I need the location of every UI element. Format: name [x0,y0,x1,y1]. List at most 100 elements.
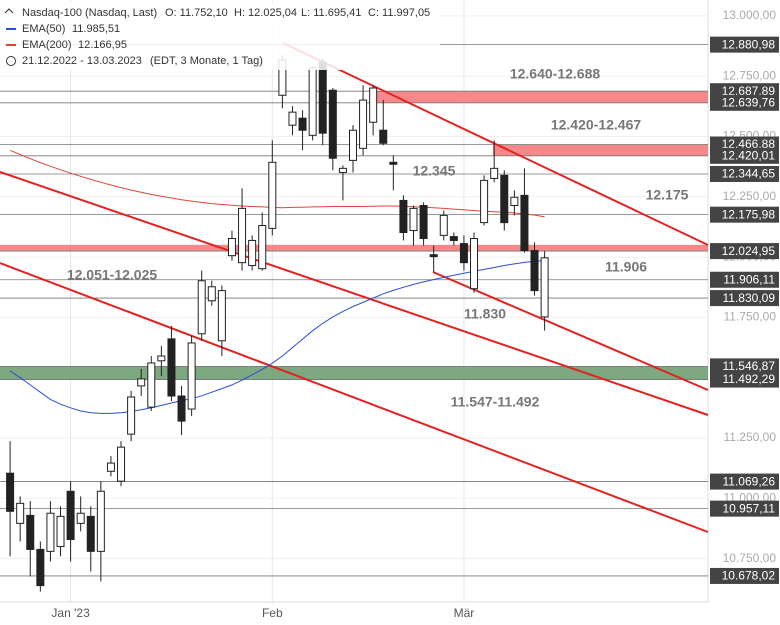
candle-body [338,167,347,173]
candle-body [197,280,206,335]
candle-body [177,395,186,422]
x-tick-label: Jan '23 [51,606,90,620]
price-box [710,36,779,53]
candle-body [127,396,136,435]
legend-title: Nasdaq-100 (Nasdaq, Last) [22,7,157,19]
candle-body [16,502,25,524]
candle-body [147,362,156,408]
price-label: 11.830,09 [723,291,776,305]
candle-body [490,167,499,179]
candle-body [389,161,398,165]
price-label: 11.906,11 [723,272,775,286]
candle-body [137,378,146,387]
candle-body [96,490,105,552]
legend-low: L: 11.695,41 [301,7,361,19]
x-tick-label: Feb [262,606,283,620]
candle-body [348,129,357,161]
price-label: 11.546,87 [723,359,776,373]
candle-body [318,61,327,134]
x-tick-label: Mär [454,606,475,620]
candle-body [470,238,479,290]
price-box [710,243,779,260]
candle-body [46,512,55,552]
candle-body [500,174,509,224]
price-label: 12.175,98 [722,207,776,221]
price-label: 12.639,76 [722,95,776,109]
candle-body [106,462,115,472]
legend-value: 11.985,51 [72,23,120,35]
zone [375,91,708,103]
price-box [710,567,779,584]
candle-body [6,472,15,512]
price-box [710,371,779,388]
zone-label: 12.051-12.025 [67,267,158,283]
price-label: 12.420,01 [722,148,776,162]
candle-body [480,179,489,224]
candle-body [439,214,448,236]
candle-body [258,225,267,270]
legend-icon [4,8,14,14]
price-label: 12.880,98 [722,37,776,51]
candle-body [268,161,277,229]
price-label: 11.492,29 [723,372,776,386]
y-tick-label: 11.750,00 [724,310,777,324]
zone [493,144,708,156]
candle-body [207,286,216,302]
legend-entry: EMA(50) [22,23,65,35]
y-tick-label: 12.250,00 [723,189,777,203]
candle-body [298,117,307,131]
candle-body [510,196,519,206]
price-box [710,500,779,517]
candle-body [238,207,247,264]
ema-line [9,260,545,414]
zone [0,366,708,380]
price-label: 12.687,89 [722,84,776,98]
legend-open: O: 11.752,10 [165,7,228,19]
ema-line [9,149,545,218]
candle-body [167,338,176,397]
candle-body [117,446,126,482]
price-label: 12.024,95 [722,244,776,258]
legend-bg [0,2,440,70]
price-label: 10.678,02 [722,569,776,583]
candle-body [26,514,35,550]
y-tick-label: 11.250,00 [724,430,777,444]
trend-line [432,271,709,391]
candle-body [288,111,297,126]
y-tick-label: 10.750,00 [723,551,777,565]
price-label: 10.957,11 [723,501,776,515]
candle-body [530,250,539,292]
trend-line [282,42,709,246]
price-box [710,358,779,375]
annotation: 11.830 [464,306,506,322]
candle-body [399,199,408,234]
zone [0,244,708,252]
legend-high: H: 12.025,04 [234,7,297,19]
candle-body [359,99,368,149]
price-box [710,147,779,164]
candle-body [429,254,438,258]
settings: (EDT, 3 Monate, 1 Tag) [150,55,263,67]
price-box [710,473,779,490]
candle-body [419,204,428,240]
candle-body [187,342,196,410]
annotation: 11.906 [605,259,647,275]
price-box [710,271,779,288]
zone-label: 11.547-11.492 [451,394,540,410]
legend-value: 12.166,95 [78,39,127,51]
legend: Nasdaq-100 (Nasdaq, Last) O: 11.752,10 H… [0,2,440,70]
zone-label: 12.420-12.467 [551,117,642,133]
annotation: 12.175 [646,187,689,203]
date-range: 21.12.2022 - 13.03.2023 [22,55,142,67]
candle-body [227,238,236,257]
candle-body [449,236,458,241]
candle-body [157,355,166,362]
candle-body [409,207,418,232]
price-box [710,290,779,307]
candle-body [379,129,388,144]
candle-body [217,290,226,342]
candle-body [248,239,257,267]
price-label: 11.069,26 [723,474,776,488]
candle-body [520,194,529,252]
